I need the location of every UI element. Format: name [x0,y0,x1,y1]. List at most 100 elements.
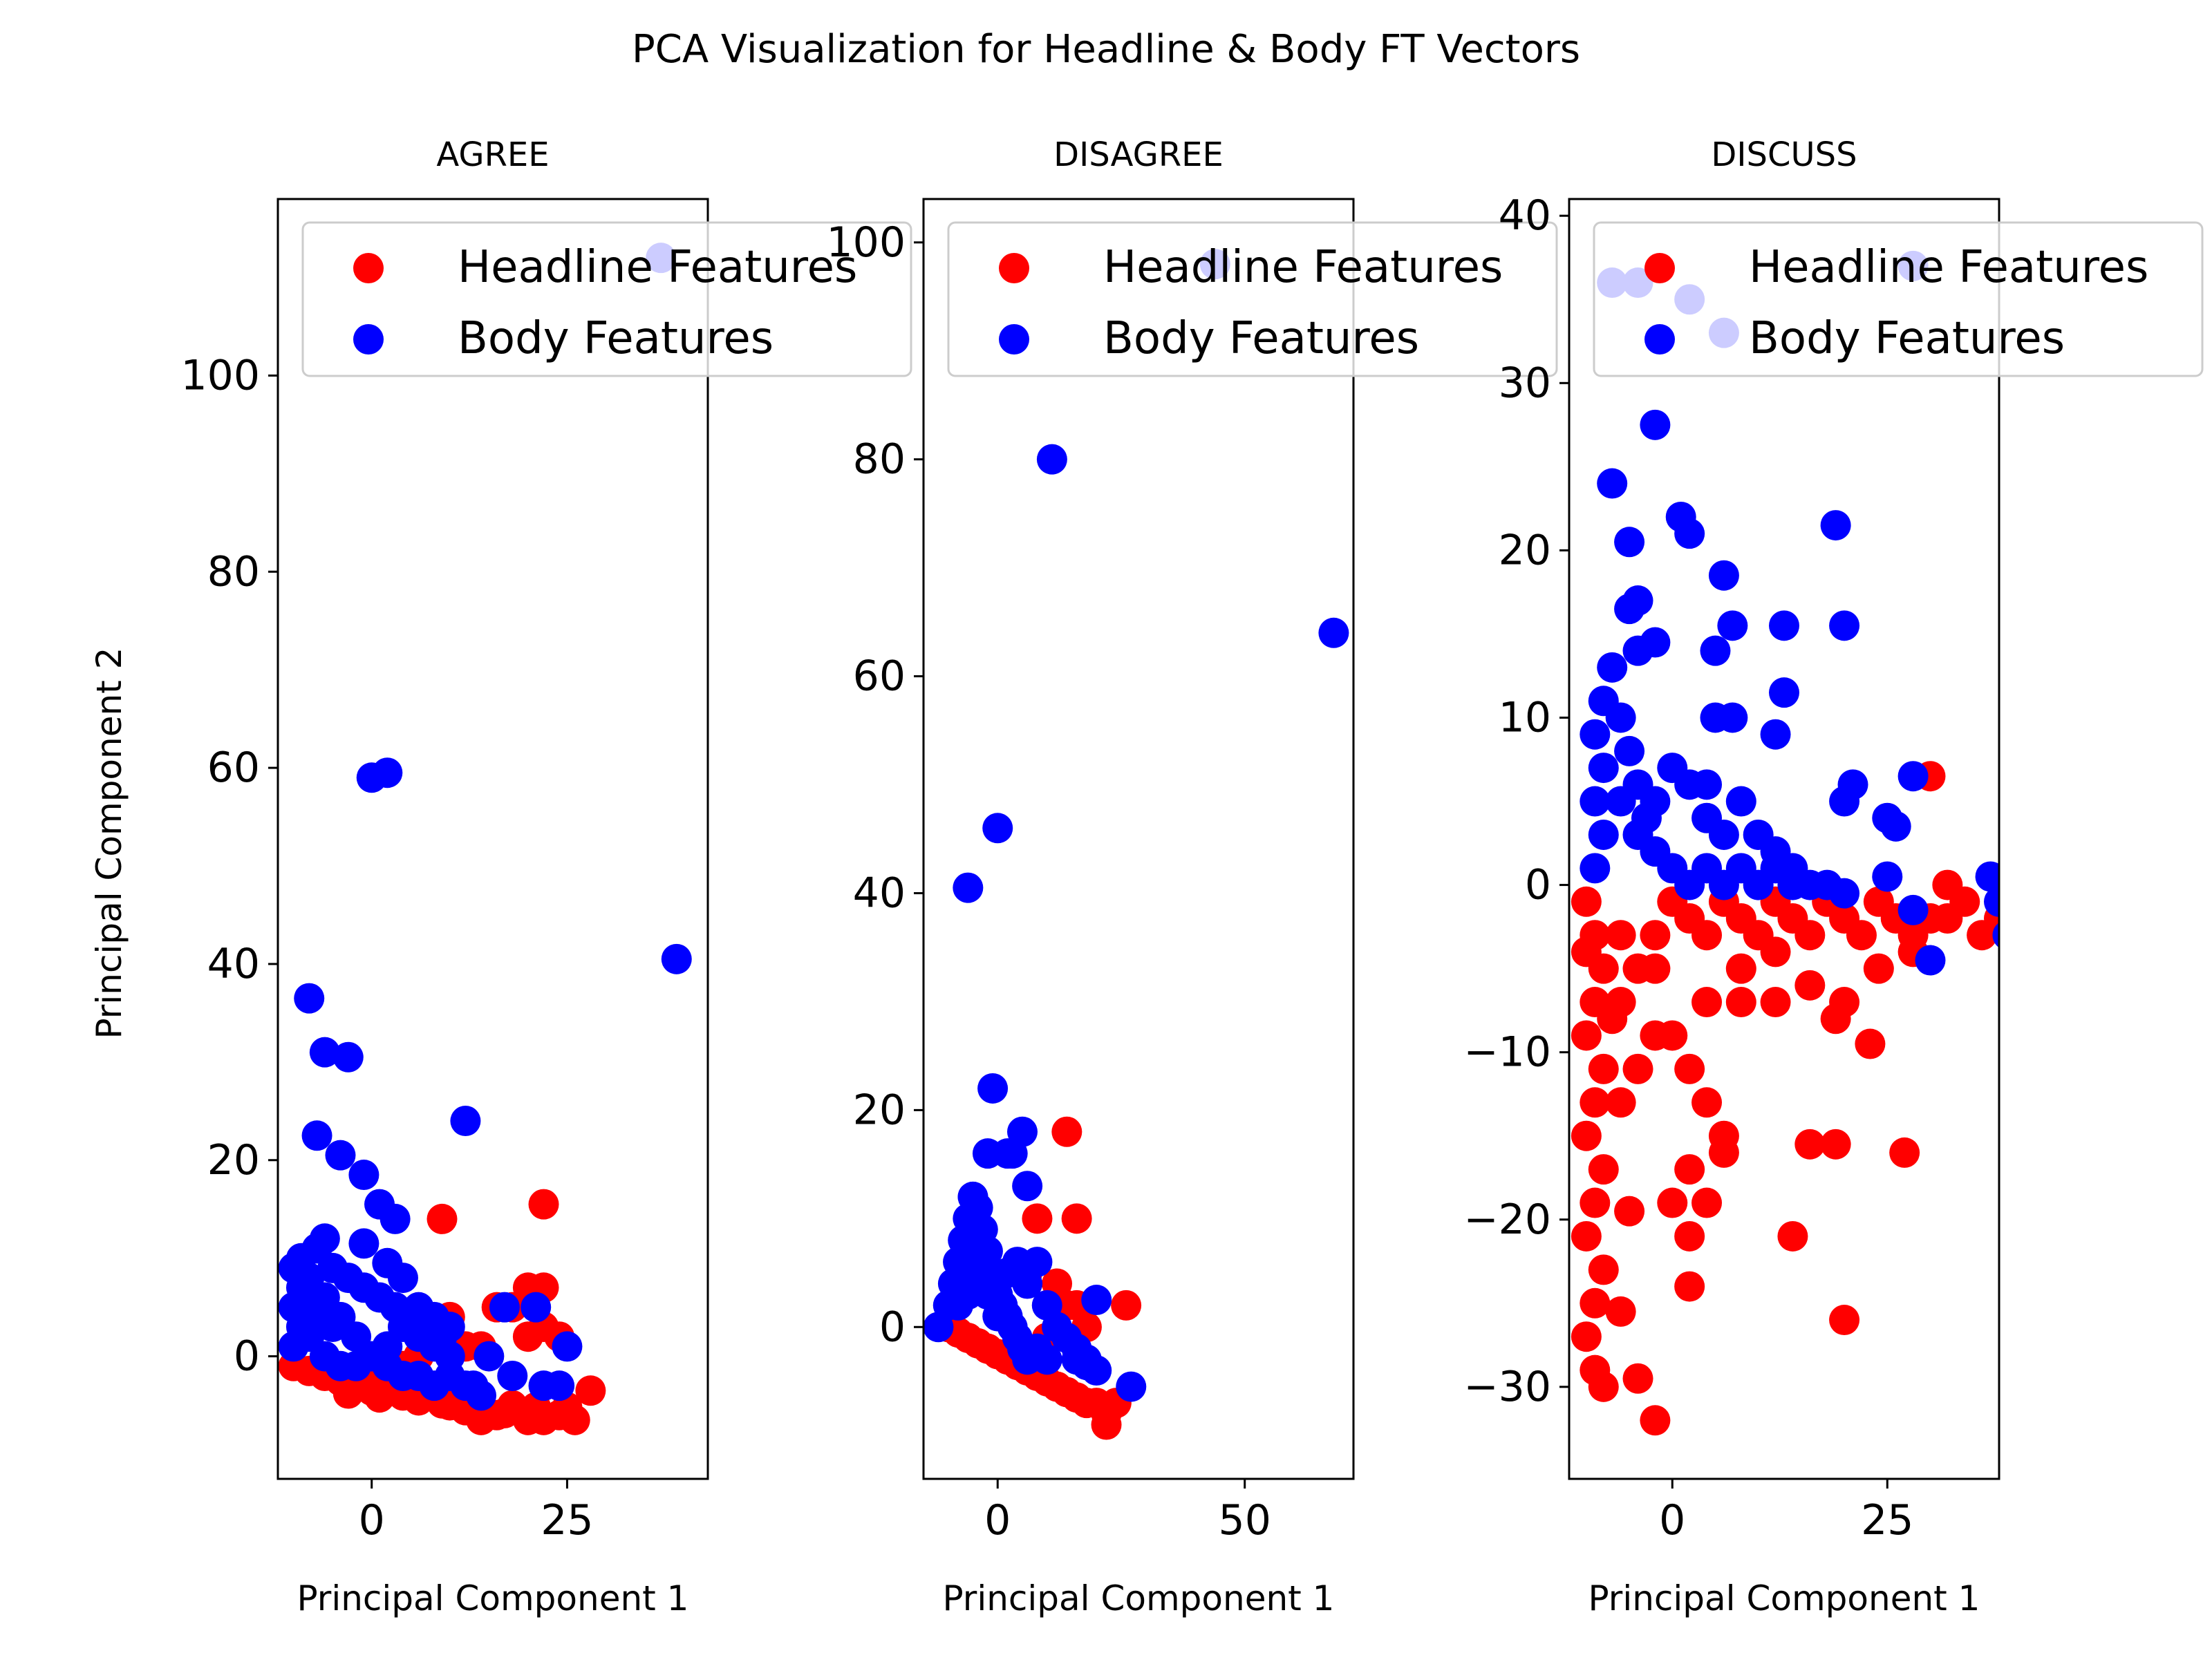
headline-features-point [1588,1053,1619,1084]
subplot-discuss: DISCUSS 0 25 −30 −20 −10 0 10 20 30 40 Principal Co… [1463,135,2204,1618]
headline-features-point [1571,1120,1602,1151]
headline-features-point [1091,1409,1122,1440]
body-features-point [1081,1285,1112,1316]
headline-features-point [1691,987,1723,1018]
y-tick-label: 80 [853,435,906,484]
x-axis-label: Principal Component 1 [1588,1578,1980,1618]
headline-features-point [1674,1154,1705,1185]
body-features-point [982,1301,1013,1332]
headline-features-point [1605,920,1636,951]
y-tick-label: 40 [853,869,906,917]
headline-features-point [1640,1020,1671,1051]
body-features-point [1984,886,1999,917]
body-features-point [1622,635,1653,666]
body-features-point [1777,853,1808,884]
headline-features-point [1674,1053,1705,1084]
headline-features-point [1571,1020,1602,1051]
legend: Headline Features Body Features [1593,221,2204,377]
body-features-point [1012,1171,1043,1202]
headline-features-point [1571,936,1602,967]
body-features-point [544,1370,575,1401]
body-features-point [1022,1247,1053,1278]
body-features-point [1708,819,1739,850]
body-features-point [489,1292,520,1323]
headline-features-point [1571,886,1602,917]
body-features-point [1897,761,1929,792]
x-tick-label: 25 [1861,1496,1913,1545]
headline-features-point [1597,1003,1628,1035]
x-tick-label: 25 [541,1496,593,1545]
body-features-point [1760,719,1791,750]
headline-features-point [1588,1371,1619,1402]
headline-features-point [1674,1220,1705,1252]
headline-features-point [1889,1137,1920,1168]
body-features-point [1872,861,1903,892]
body-features-point [1829,610,1860,641]
body-features-point [387,1263,418,1294]
headline-features-point [1640,1405,1671,1436]
headline-features-point [1691,1087,1723,1118]
headline-features-point [1794,970,1826,1001]
y-tick-label: −10 [1463,1028,1551,1077]
legend-label-headline-features: Headline Features [1749,242,2148,293]
headline-features-point [1708,1137,1739,1168]
headline-features-point [1674,1271,1705,1302]
legend-marker-headline-features [999,253,1029,283]
headline-features-point [1725,987,1756,1018]
body-features-point [1915,945,1946,976]
y-tick-label: 0 [234,1332,260,1381]
headline-features-point [1863,953,1894,984]
legend: Headline Features Body Features [301,221,912,377]
y-tick-label: 100 [826,218,906,267]
headline-features-point [489,1397,520,1428]
body-features-point [450,1106,481,1137]
headline-features-point [1588,1254,1619,1285]
legend-marker-headline-features [353,253,384,283]
body-features-point [325,1140,356,1171]
body-features-point [552,1331,583,1362]
body-features-point [1820,510,1851,541]
legend-box [301,221,912,377]
subplot-title: AGREE [436,135,549,174]
headline-features-point [1794,1129,1826,1160]
body-features-point [521,1292,552,1323]
y-tick-label: 100 [180,351,260,399]
body-features-point [982,813,1013,844]
headline-features-point [1061,1203,1092,1234]
body-features-point [1036,444,1067,475]
headline-features-point [1614,1196,1645,1227]
body-features-point [1691,769,1723,800]
headline-features-point [1571,1220,1602,1252]
body-features-point [1580,719,1611,750]
x-axis-label: Principal Component 1 [297,1578,689,1618]
body-features-point [1071,1350,1102,1381]
y-tick-label: −30 [1463,1363,1551,1411]
headline-features-point [1829,1305,1860,1336]
body-features-point [294,983,325,1014]
headline-features-point [1588,1154,1619,1185]
headline-features-point [1051,1116,1082,1147]
scatter-points [924,249,1349,1440]
body-features-point [341,1350,372,1381]
axes-frame [1568,198,2000,1480]
y-tick-label: 40 [207,940,260,988]
body-features-point [1580,786,1611,817]
axes-frame [276,198,709,1480]
headline-features-point [427,1203,458,1234]
body-features-point [379,1203,411,1234]
body-features-point [1717,702,1748,733]
headline-features-point [1691,1187,1723,1218]
body-features-point [1880,811,1911,842]
axes-frame [922,198,1355,1480]
y-tick-label: 80 [207,547,260,596]
legend-marker-body-features [353,324,384,355]
legend-box [1593,221,2204,377]
body-features-point [301,1120,332,1151]
body-features-point [1614,527,1645,558]
legend-label-headline-features: Headline Features [1103,242,1503,293]
y-tick-label: −20 [1463,1196,1551,1244]
y-tick-label: 60 [853,652,906,701]
legend-box [947,221,1558,377]
